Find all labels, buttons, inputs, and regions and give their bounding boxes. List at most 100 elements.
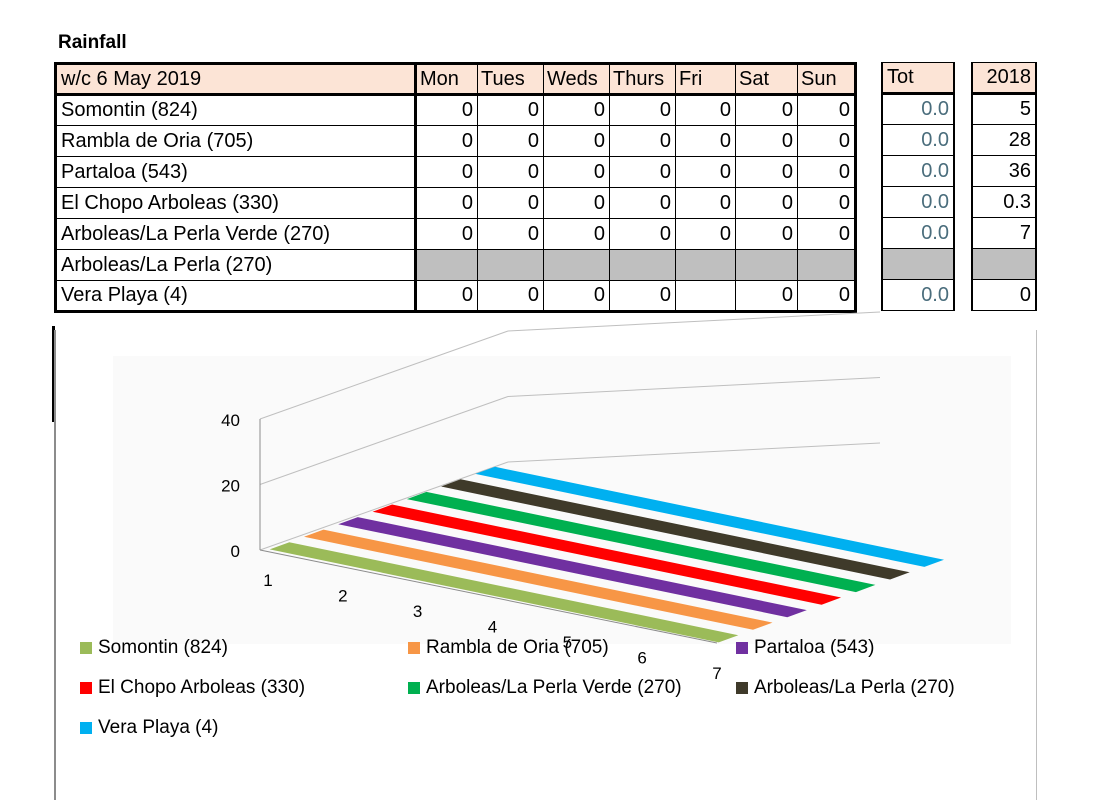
- legend-label: Vera Playa (4): [98, 717, 219, 738]
- x-tick-label: 3: [413, 602, 422, 621]
- rainfall-cell: 0: [675, 218, 736, 250]
- year-2018-column: 2018 5 28 36 0.3 7 0: [971, 62, 1037, 311]
- y-tick-label: 0: [231, 542, 240, 561]
- rainfall-cell: 0: [735, 187, 798, 219]
- legend-swatch: [408, 682, 420, 694]
- gridline-side-0: [259, 461, 509, 551]
- total-cell: 0.0: [881, 93, 955, 125]
- total-cell: 0.0: [881, 155, 955, 187]
- rainfall-cell: 0: [415, 280, 478, 312]
- x-tick-label: 2: [338, 587, 347, 606]
- rainfall-cell: 0: [797, 156, 856, 188]
- gridline-back-40: [507, 311, 881, 332]
- x-tick-label: 4: [488, 618, 497, 637]
- rainfall-cell: 0: [797, 94, 856, 126]
- day-header-fri: Fri: [675, 63, 736, 96]
- total-cell: 0.0: [881, 217, 955, 249]
- day-header-thurs: Thurs: [609, 63, 676, 96]
- gridline-side-40: [259, 330, 509, 420]
- total-header: Tot: [881, 62, 955, 95]
- legend-swatch: [408, 642, 420, 654]
- legend-swatch: [80, 642, 92, 654]
- gridline-back-20: [507, 377, 881, 397]
- day-header-mon: Mon: [415, 63, 478, 96]
- rainfall-cell: 0: [797, 280, 856, 312]
- rainfall-cell: 0: [675, 187, 736, 219]
- legend-label: Arboleas/La Perla Verde (270): [426, 677, 682, 698]
- rainfall-cell: 0: [415, 218, 478, 250]
- year-cell: 5: [971, 93, 1037, 125]
- series-bar-strip: [269, 542, 739, 643]
- rainfall-cell: 0: [543, 280, 610, 312]
- rainfall-cell: [609, 249, 676, 281]
- table-row: El Chopo Arboleas (330) 0 0 0 0 0 0 0: [55, 187, 856, 219]
- chart-frame: [54, 330, 1037, 800]
- y-tick-label: 40: [221, 411, 240, 430]
- total-cell: [881, 248, 955, 280]
- series-bar-strip: [304, 529, 773, 630]
- rainfall-cell: [543, 249, 610, 281]
- series-bar-strip: [441, 479, 910, 580]
- rainfall-cell: [415, 249, 478, 281]
- legend-label: Somontin (824): [98, 637, 228, 658]
- x-tick-label: 1: [263, 571, 272, 590]
- year-cell: [971, 248, 1037, 280]
- series-bar-strip: [406, 491, 876, 593]
- x-tick-label: 5: [563, 633, 572, 652]
- table-border-line: [52, 326, 55, 422]
- year-header: 2018: [971, 62, 1037, 95]
- series-bar-strip: [372, 504, 842, 605]
- plot-area-background: [113, 356, 1011, 644]
- rainfall-cell: 0: [609, 280, 676, 312]
- legend-item: Partaloa (543): [736, 637, 1020, 659]
- rainfall-cell: 0: [477, 280, 544, 312]
- rainfall-cell: 0: [609, 187, 676, 219]
- rainfall-cell: 0: [543, 125, 610, 157]
- rainfall-cell: [675, 249, 736, 281]
- station-name: Rambla de Oria (705): [55, 125, 417, 157]
- series-bar-strip: [475, 466, 944, 567]
- table-row: Arboleas/La Perla (270): [55, 249, 856, 281]
- x-tick-label: 6: [637, 649, 646, 668]
- rainfall-cell: 0: [675, 125, 736, 157]
- station-name: Arboleas/La Perla Verde (270): [55, 218, 417, 250]
- legend-swatch: [736, 682, 748, 694]
- legend-swatch: [80, 722, 92, 734]
- total-column: Tot 0.0 0.0 0.0 0.0 0.0 0.0: [881, 62, 955, 311]
- table-row: Somontin (824) 0 0 0 0 0 0 0: [55, 94, 856, 126]
- legend-item: Arboleas/La Perla (270): [736, 677, 1020, 699]
- gridline-side-20: [259, 396, 509, 485]
- chart-legend: Somontin (824) Rambla de Oria (705) Partal…: [80, 637, 1020, 739]
- legend-item: Arboleas/La Perla Verde (270): [408, 677, 736, 699]
- y-tick-label: 20: [221, 477, 240, 496]
- series-bar-strip: [338, 517, 807, 618]
- rainfall-cell: 0: [735, 94, 798, 126]
- station-name: Somontin (824): [55, 94, 417, 126]
- legend-label: Rambla de Oria (705): [426, 637, 609, 658]
- year-cell: 7: [971, 217, 1037, 249]
- x-axis-line: [259, 549, 718, 644]
- rainfall-cell: 0: [415, 125, 478, 157]
- day-header-weds: Weds: [543, 63, 610, 96]
- rainfall-cell: [735, 249, 798, 281]
- table-row: Vera Playa (4) 0 0 0 0 0 0: [55, 280, 856, 312]
- rainfall-cell: 0: [543, 94, 610, 126]
- x-tick-label: 7: [712, 664, 721, 683]
- rainfall-cell: 0: [543, 187, 610, 219]
- year-cell: 0: [971, 279, 1037, 311]
- total-cell: 0.0: [881, 279, 955, 311]
- rainfall-table: w/c 6 May 2019 Mon Tues Weds Thurs Fri Sat Sun S…: [54, 62, 857, 313]
- station-name: El Chopo Arboleas (330): [55, 187, 417, 219]
- legend-item: El Chopo Arboleas (330): [80, 677, 408, 699]
- day-header-sun: Sun: [797, 63, 856, 96]
- gridline-back-0: [507, 442, 881, 463]
- legend-item: Rambla de Oria (705): [408, 637, 736, 659]
- rainfall-cell: [675, 280, 736, 312]
- day-header-sat: Sat: [735, 63, 798, 96]
- rainfall-cell: 0: [477, 218, 544, 250]
- total-cell: 0.0: [881, 124, 955, 156]
- week-label: w/c 6 May 2019: [55, 63, 417, 96]
- rainfall-cell: 0: [415, 156, 478, 188]
- legend-item: Vera Playa (4): [80, 717, 408, 739]
- page-title: Rainfall: [58, 32, 127, 53]
